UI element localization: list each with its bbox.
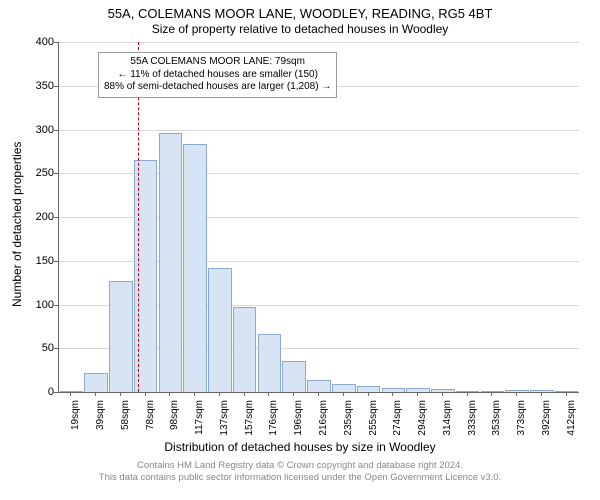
gridline <box>59 130 579 131</box>
annotation-box: 55A COLEMANS MOOR LANE: 79sqm ← 11% of de… <box>98 52 337 98</box>
chart-subtitle: Size of property relative to detached ho… <box>0 22 600 36</box>
x-tick-label: 392sqm <box>541 400 552 450</box>
x-tick-mark <box>244 392 245 396</box>
histogram-bar <box>159 133 183 392</box>
x-tick-label: 176sqm <box>268 400 279 450</box>
x-tick-mark <box>145 392 146 396</box>
x-tick-mark <box>516 392 517 396</box>
annotation-line: 55A COLEMANS MOOR LANE: 79sqm <box>130 56 305 67</box>
x-tick-mark <box>219 392 220 396</box>
footer-text-1: Contains HM Land Registry data © Crown c… <box>137 460 463 471</box>
x-tick-label: 255sqm <box>368 400 379 450</box>
x-tick-mark <box>417 392 418 396</box>
annotation-line: 88% of semi-detached houses are larger (… <box>104 81 331 92</box>
x-tick-label: 294sqm <box>417 400 428 450</box>
x-tick-label: 78sqm <box>145 400 156 450</box>
x-tick-mark <box>442 392 443 396</box>
x-tick-label: 137sqm <box>219 400 230 450</box>
y-tick-label: 150 <box>14 255 54 267</box>
histogram-bar <box>208 268 232 392</box>
y-tick-mark <box>54 130 58 131</box>
x-tick-mark <box>95 392 96 396</box>
x-tick-mark <box>392 392 393 396</box>
x-tick-mark <box>343 392 344 396</box>
x-tick-mark <box>566 392 567 396</box>
y-tick-label: 300 <box>14 124 54 136</box>
x-tick-label: 58sqm <box>120 400 131 450</box>
footer-text-2: This data contains public sector informa… <box>99 472 501 483</box>
x-tick-mark <box>541 392 542 396</box>
x-tick-label: 274sqm <box>392 400 403 450</box>
x-tick-mark <box>268 392 269 396</box>
chart-title: 55A, COLEMANS MOOR LANE, WOODLEY, READIN… <box>0 6 600 21</box>
x-tick-label: 314sqm <box>442 400 453 450</box>
y-tick-mark <box>54 217 58 218</box>
x-tick-label: 39sqm <box>95 400 106 450</box>
x-tick-mark <box>318 392 319 396</box>
annotation-line: ← 11% of detached houses are smaller (15… <box>117 69 317 80</box>
y-tick-mark <box>54 348 58 349</box>
y-tick-label: 50 <box>14 342 54 354</box>
x-tick-label: 353sqm <box>491 400 502 450</box>
x-tick-label: 333sqm <box>467 400 478 450</box>
y-tick-label: 250 <box>14 167 54 179</box>
x-tick-mark <box>368 392 369 396</box>
y-tick-label: 400 <box>14 36 54 48</box>
y-tick-label: 200 <box>14 211 54 223</box>
chart-footer: Contains HM Land Registry data © Crown c… <box>0 460 600 484</box>
histogram-bar <box>431 389 455 392</box>
y-tick-mark <box>54 173 58 174</box>
x-tick-mark <box>70 392 71 396</box>
y-tick-mark <box>54 261 58 262</box>
histogram-bar <box>109 281 133 392</box>
y-tick-label: 100 <box>14 299 54 311</box>
histogram-bar <box>258 334 282 392</box>
x-tick-label: 117sqm <box>194 400 205 450</box>
y-tick-mark <box>54 305 58 306</box>
x-tick-mark <box>293 392 294 396</box>
x-tick-label: 196sqm <box>293 400 304 450</box>
y-tick-mark <box>54 86 58 87</box>
histogram-bar <box>233 307 257 392</box>
x-tick-label: 373sqm <box>516 400 527 450</box>
y-tick-mark <box>54 42 58 43</box>
histogram-bar <box>530 390 554 392</box>
x-tick-label: 157sqm <box>244 400 255 450</box>
x-tick-mark <box>491 392 492 396</box>
histogram-bar <box>183 144 207 393</box>
x-tick-mark <box>194 392 195 396</box>
x-tick-mark <box>120 392 121 396</box>
x-tick-label: 235sqm <box>343 400 354 450</box>
y-tick-mark <box>54 392 58 393</box>
x-tick-mark <box>467 392 468 396</box>
gridline <box>59 42 579 43</box>
histogram-bar <box>307 380 331 392</box>
histogram-bar <box>84 373 108 392</box>
histogram-bar <box>332 384 356 392</box>
x-tick-label: 19sqm <box>70 400 81 450</box>
property-histogram-chart: 55A, COLEMANS MOOR LANE, WOODLEY, READIN… <box>0 0 600 500</box>
x-tick-label: 98sqm <box>169 400 180 450</box>
histogram-bar <box>282 361 306 392</box>
x-tick-label: 216sqm <box>318 400 329 450</box>
x-tick-label: 412sqm <box>566 400 577 450</box>
x-tick-mark <box>169 392 170 396</box>
y-tick-label: 350 <box>14 80 54 92</box>
y-tick-label: 0 <box>14 386 54 398</box>
